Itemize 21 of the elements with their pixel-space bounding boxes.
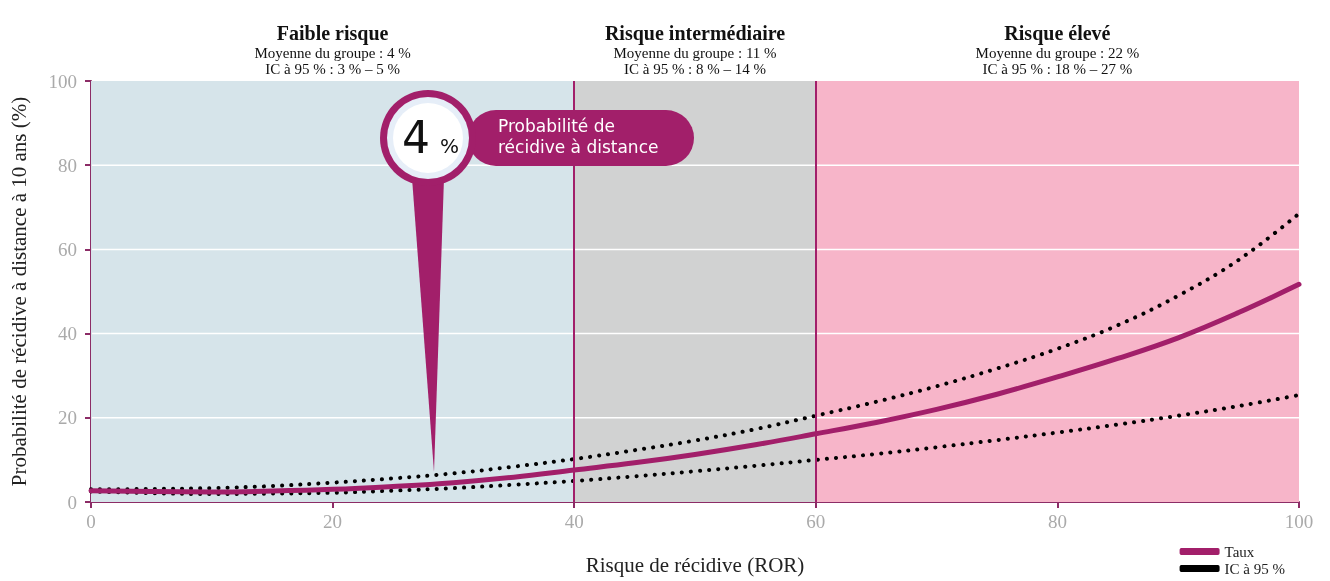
x-tick-label: 40 bbox=[564, 511, 584, 532]
y-tick-label: 0 bbox=[67, 491, 77, 513]
x-tick-label: 60 bbox=[806, 511, 826, 532]
y-tick-label: 20 bbox=[58, 407, 77, 429]
x-tick-label: 80 bbox=[1047, 511, 1067, 532]
x-tick-label: 100 bbox=[1284, 511, 1314, 532]
x-axis-title: Risque de récidive (ROR) bbox=[585, 552, 805, 577]
x-tick-label: 20 bbox=[323, 511, 343, 532]
annotation: Probabilité de récidive à distance bbox=[498, 116, 660, 158]
y-tick-label: 40 bbox=[58, 323, 77, 345]
x-tick-label: 0 bbox=[86, 511, 96, 532]
y-tick-label: 80 bbox=[58, 154, 77, 176]
y-axis-title: Probabilité de récidive à distance à 10 ans (%) bbox=[6, 96, 31, 487]
band-label: Faible risque Moyenne du groupe : 4 % IC à 95 % : 3 % – 5 % bbox=[254, 22, 411, 77]
y-tick-label: 100 bbox=[48, 70, 77, 92]
legend-label: Taux bbox=[1224, 543, 1255, 560]
legend-label: IC à 95 % bbox=[1224, 560, 1285, 577]
y-tick-label: 60 bbox=[58, 238, 77, 260]
band-label: Risque intermédiaire Moyenne du groupe : 11 % IC à 95 % : 8 % – 14 % bbox=[604, 22, 786, 77]
band-label: Risque élevé Moyenne du groupe : 22 % IC à 95 % : 18 % – 27 % bbox=[975, 22, 1140, 77]
annotation: 4 % bbox=[402, 112, 460, 163]
